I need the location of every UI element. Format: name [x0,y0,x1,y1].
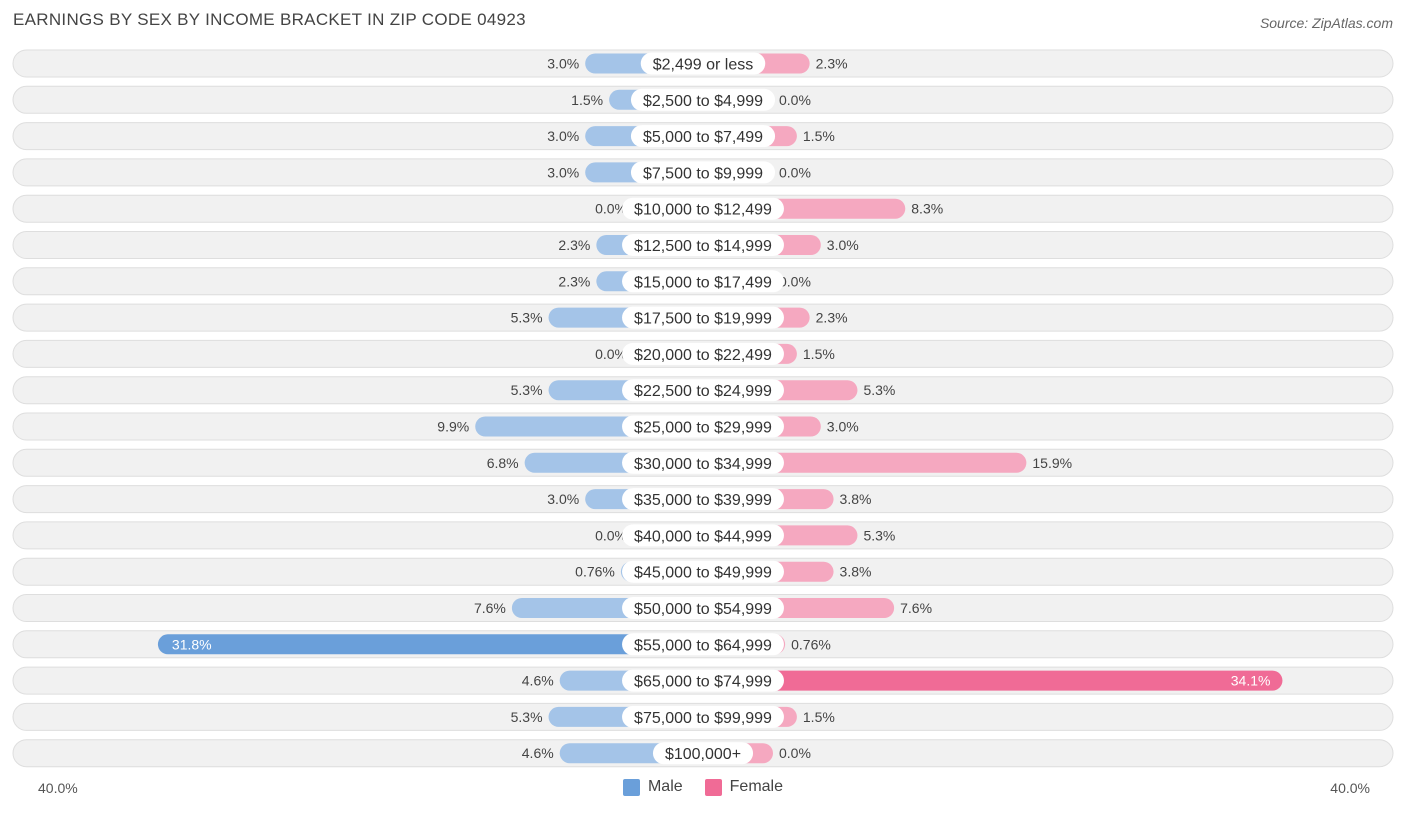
category-label: $25,000 to $29,999 [634,420,772,437]
value-label-female: 8.3% [911,201,943,217]
bar-female [703,670,1283,691]
category-pill [622,270,784,293]
category-label: $50,000 to $54,999 [634,601,772,618]
category-label: $45,000 to $49,999 [634,565,772,582]
value-label-female: 1.5% [803,346,835,362]
value-label-male: 7.6% [474,600,506,616]
value-label-female: 0.0% [779,273,811,289]
category-label: $20,000 to $22,499 [634,347,772,364]
value-label-male: 2.3% [558,237,590,253]
category-pill [622,415,784,438]
category-label: $7,500 to $9,999 [643,165,763,182]
category-label: $2,499 or less [653,57,754,74]
category-pill [652,742,754,765]
value-label-male: 0.0% [595,201,627,217]
value-label-male: 0.0% [595,346,627,362]
value-label-female: 7.6% [900,600,932,616]
value-label-male: 1.5% [571,92,603,108]
category-pill [622,705,784,728]
category-label: $2,500 to $4,999 [643,93,763,110]
value-label-male: 2.3% [558,273,590,289]
value-label-male: 5.3% [511,310,543,326]
category-pill [622,234,784,256]
category-pill [622,633,784,656]
value-label-female: 3.8% [840,564,872,580]
category-label: $40,000 to $44,999 [634,528,772,545]
category-pill [622,342,784,365]
value-label-female: 5.3% [863,382,895,398]
category-label: $5,000 to $7,499 [643,129,763,146]
legend-item-female[interactable]: Female [704,778,784,796]
category-label: $17,500 to $19,999 [634,311,772,328]
value-label-female: 2.3% [816,310,848,326]
value-label-male: 3.0% [547,164,579,180]
category-label: $35,000 to $39,999 [634,492,772,509]
value-label-female: 3.0% [827,237,859,253]
category-label: $55,000 to $64,999 [634,637,772,654]
category-pill [622,379,784,402]
category-pill [622,669,784,692]
category-label: $22,500 to $24,999 [634,383,772,400]
value-label-male: 6.8% [487,455,519,471]
value-label-female: 0.0% [779,164,811,180]
bar-male [157,634,703,655]
value-label-male: 4.6% [522,745,554,761]
value-label-female: 3.8% [840,491,872,507]
category-pill [622,597,784,619]
value-label-female: 34.1% [1231,673,1271,689]
value-label-male: 3.0% [547,56,579,72]
value-label-male: 4.6% [522,673,554,689]
category-pill [622,306,784,329]
legend-swatch-female [704,778,722,796]
value-label-female: 15.9% [1032,455,1072,471]
category-label: $12,500 to $14,999 [634,238,772,255]
category-label: $65,000 to $74,999 [634,674,772,691]
category-label: $100,000+ [665,746,741,763]
category-pill [622,197,784,220]
value-label-male: 0.0% [595,527,627,543]
category-pill [622,560,784,583]
category-pill [630,125,776,148]
value-label-female: 1.5% [803,128,835,144]
category-pill [622,488,784,511]
source-credit: Source: ZipAtlas.com [1259,15,1393,31]
value-label-male: 5.3% [511,709,543,725]
category-pill [630,161,776,184]
value-label-female: 0.76% [791,636,831,652]
value-label-male: 9.9% [437,419,469,435]
legend-label-male: Male [647,778,683,795]
category-label: $10,000 to $12,499 [634,202,772,219]
value-label-female: 1.5% [803,709,835,725]
legend-item-male[interactable]: Male [622,778,683,796]
value-label-male: 31.8% [172,636,212,652]
axis-right-label: 40.0% [1330,780,1370,796]
chart-title: EARNINGS BY SEX BY INCOME BRACKET IN ZIP… [13,10,526,29]
value-label-female: 5.3% [863,527,895,543]
legend: Male Female [0,778,1406,796]
value-label-female: 0.0% [779,745,811,761]
axis-left-label: 40.0% [38,780,78,796]
legend-swatch-male [622,778,640,796]
bar-female [703,452,1027,473]
category-label: $75,000 to $99,999 [634,710,772,727]
category-pill [622,451,784,474]
category-pill [630,88,776,111]
category-pill [622,524,784,547]
category-pill [640,52,766,75]
value-label-male: 3.0% [547,128,579,144]
value-label-female: 0.0% [779,92,811,108]
value-label-female: 3.0% [827,419,859,435]
value-label-male: 3.0% [547,491,579,507]
category-label: $15,000 to $17,499 [634,274,772,291]
category-label: $30,000 to $34,999 [634,456,772,473]
value-label-male: 0.76% [575,564,615,580]
legend-label-female: Female [729,778,784,795]
value-label-male: 5.3% [511,382,543,398]
value-label-female: 2.3% [816,56,848,72]
